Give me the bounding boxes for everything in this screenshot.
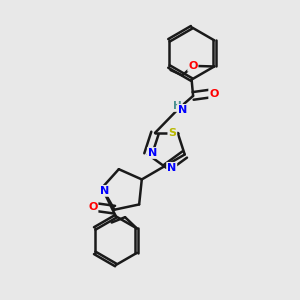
- Text: N: N: [178, 105, 187, 115]
- Text: O: O: [209, 88, 219, 98]
- Text: N: N: [100, 186, 109, 196]
- Text: H: H: [173, 101, 182, 111]
- Text: O: O: [188, 61, 197, 71]
- Text: N: N: [148, 148, 157, 158]
- Text: O: O: [88, 202, 98, 212]
- Text: S: S: [168, 128, 176, 138]
- Text: N: N: [167, 163, 176, 173]
